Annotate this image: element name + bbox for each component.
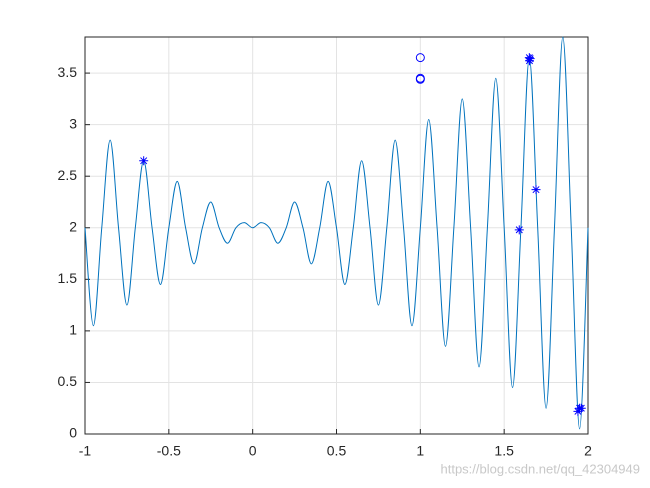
star-marker bbox=[525, 54, 535, 64]
y-tick-label: 1 bbox=[69, 322, 77, 338]
y-tick-label: 3.5 bbox=[58, 64, 78, 80]
x-tick-label: 1 bbox=[416, 443, 424, 459]
x-tick-label: 1.5 bbox=[494, 443, 514, 459]
y-tick-label: 2.5 bbox=[58, 167, 78, 183]
y-tick-label: 0 bbox=[69, 425, 77, 441]
watermark: https://blog.csdn.net/qq_42304949 bbox=[441, 461, 641, 476]
x-tick-label: 0.5 bbox=[327, 443, 347, 459]
y-tick-label: 3 bbox=[69, 115, 77, 131]
star-marker bbox=[514, 225, 524, 235]
star-marker bbox=[573, 406, 583, 416]
star-marker bbox=[576, 403, 586, 413]
y-tick-label: 1.5 bbox=[58, 270, 78, 286]
y-tick-label: 2 bbox=[69, 218, 77, 234]
x-tick-label: 0 bbox=[249, 443, 257, 459]
star-marker bbox=[139, 156, 149, 166]
circle-marker bbox=[415, 74, 425, 84]
star-marker bbox=[531, 185, 541, 195]
curve bbox=[84, 36, 589, 430]
y-tick-label: 0.5 bbox=[58, 373, 78, 389]
x-tick-label: -0.5 bbox=[157, 443, 181, 459]
circle-marker bbox=[415, 53, 425, 63]
x-tick-label: -1 bbox=[79, 443, 92, 459]
star-marker bbox=[524, 56, 534, 66]
x-tick-label: 2 bbox=[584, 443, 592, 459]
